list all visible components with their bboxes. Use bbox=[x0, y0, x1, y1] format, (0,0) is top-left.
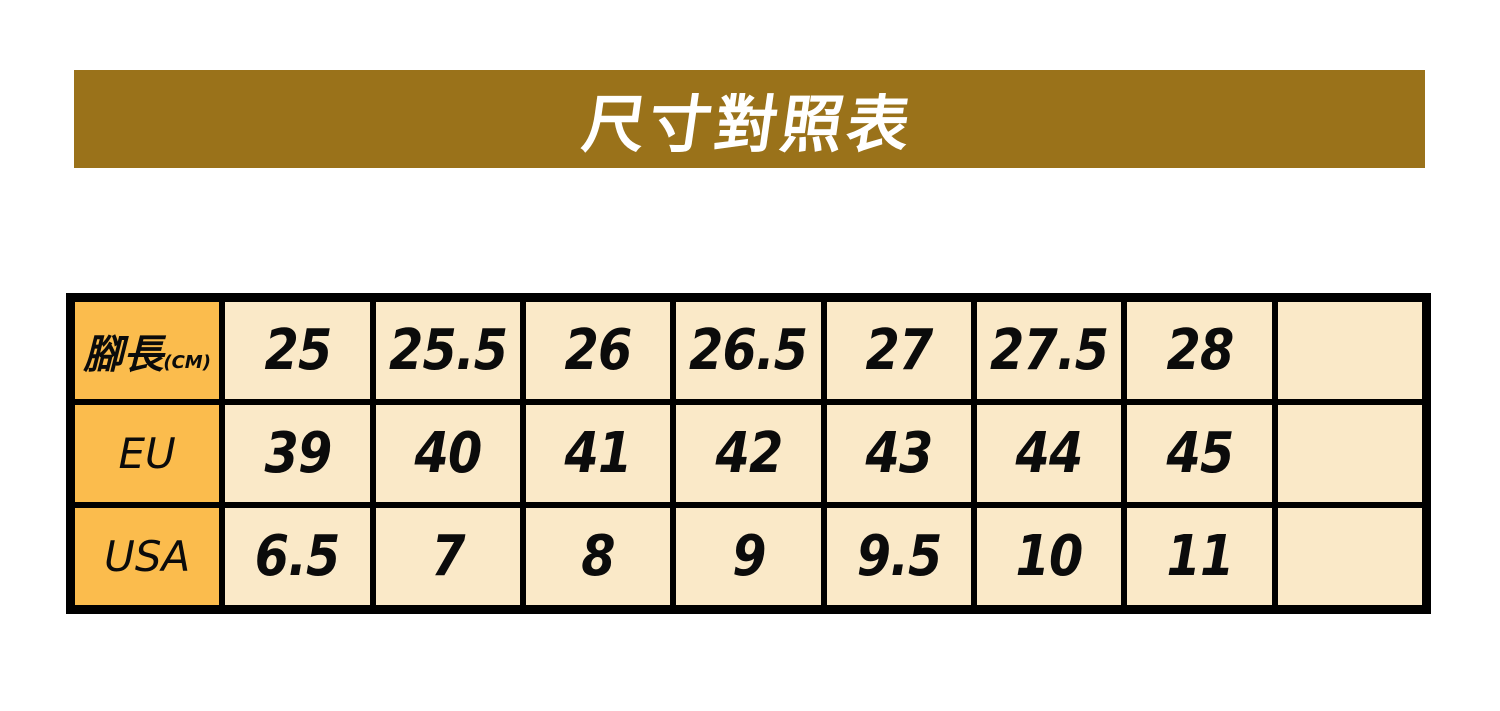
size-cell: 26.5 bbox=[676, 302, 821, 399]
size-cell: 25 bbox=[225, 302, 370, 399]
size-cell: 8 bbox=[525, 508, 671, 605]
size-value: 26.5 bbox=[689, 318, 808, 383]
size-value: 27 bbox=[865, 318, 933, 383]
size-value: 28 bbox=[1166, 318, 1234, 383]
size-cell: 41 bbox=[525, 405, 671, 502]
title-banner: 尺寸對照表 bbox=[74, 70, 1425, 168]
foot-length-unit: (CM) bbox=[163, 351, 211, 373]
size-value: 41 bbox=[564, 421, 633, 486]
size-cell: 28 bbox=[1127, 302, 1272, 399]
foot-length-label: 腳長 bbox=[83, 331, 164, 378]
size-value: 26 bbox=[564, 318, 633, 383]
size-cell-empty bbox=[1277, 508, 1422, 605]
size-value: 9 bbox=[731, 524, 766, 589]
size-cell: 7 bbox=[375, 508, 520, 605]
size-cell-empty bbox=[1277, 302, 1422, 399]
size-cell: 42 bbox=[676, 405, 821, 502]
row-header-usa: USA bbox=[75, 508, 220, 605]
eu-label: EU bbox=[118, 429, 176, 478]
size-value: 45 bbox=[1166, 421, 1234, 486]
size-cell: 44 bbox=[976, 405, 1122, 502]
size-value: 11 bbox=[1166, 524, 1234, 589]
row-header-foot-length: 腳長(CM) bbox=[75, 302, 220, 399]
row-header-eu: EU bbox=[75, 405, 220, 502]
size-conversion-table: 腳長(CM) 25 25.5 26 26.5 27 27.5 28 EU 39 … bbox=[66, 293, 1431, 614]
size-cell: 10 bbox=[976, 508, 1122, 605]
size-cell: 11 bbox=[1127, 508, 1272, 605]
size-value: 27.5 bbox=[990, 318, 1109, 383]
usa-label: USA bbox=[104, 532, 191, 581]
size-cell: 9.5 bbox=[826, 508, 971, 605]
size-cell: 26 bbox=[525, 302, 671, 399]
size-value: 10 bbox=[1015, 524, 1084, 589]
size-cell: 6.5 bbox=[225, 508, 370, 605]
size-value: 43 bbox=[865, 421, 933, 486]
size-cell-empty bbox=[1277, 405, 1422, 502]
size-value: 40 bbox=[414, 421, 482, 486]
row-header-label: 腳長(CM) bbox=[83, 322, 211, 380]
size-value: 6.5 bbox=[255, 524, 341, 589]
size-cell: 27.5 bbox=[976, 302, 1122, 399]
page-title: 尺寸對照表 bbox=[578, 88, 919, 161]
size-cell: 27 bbox=[826, 302, 971, 399]
size-cell: 25.5 bbox=[375, 302, 520, 399]
size-cell: 9 bbox=[676, 508, 821, 605]
size-value: 25 bbox=[264, 318, 332, 383]
size-value: 39 bbox=[264, 421, 332, 486]
size-value: 9.5 bbox=[856, 524, 942, 589]
size-value: 42 bbox=[715, 421, 783, 486]
size-cell: 40 bbox=[375, 405, 520, 502]
size-cell: 43 bbox=[826, 405, 971, 502]
size-value: 8 bbox=[581, 524, 615, 589]
size-cell: 39 bbox=[225, 405, 370, 502]
size-value: 44 bbox=[1015, 421, 1084, 486]
size-value: 25.5 bbox=[388, 318, 508, 383]
size-value: 7 bbox=[431, 524, 465, 589]
size-cell: 45 bbox=[1127, 405, 1272, 502]
